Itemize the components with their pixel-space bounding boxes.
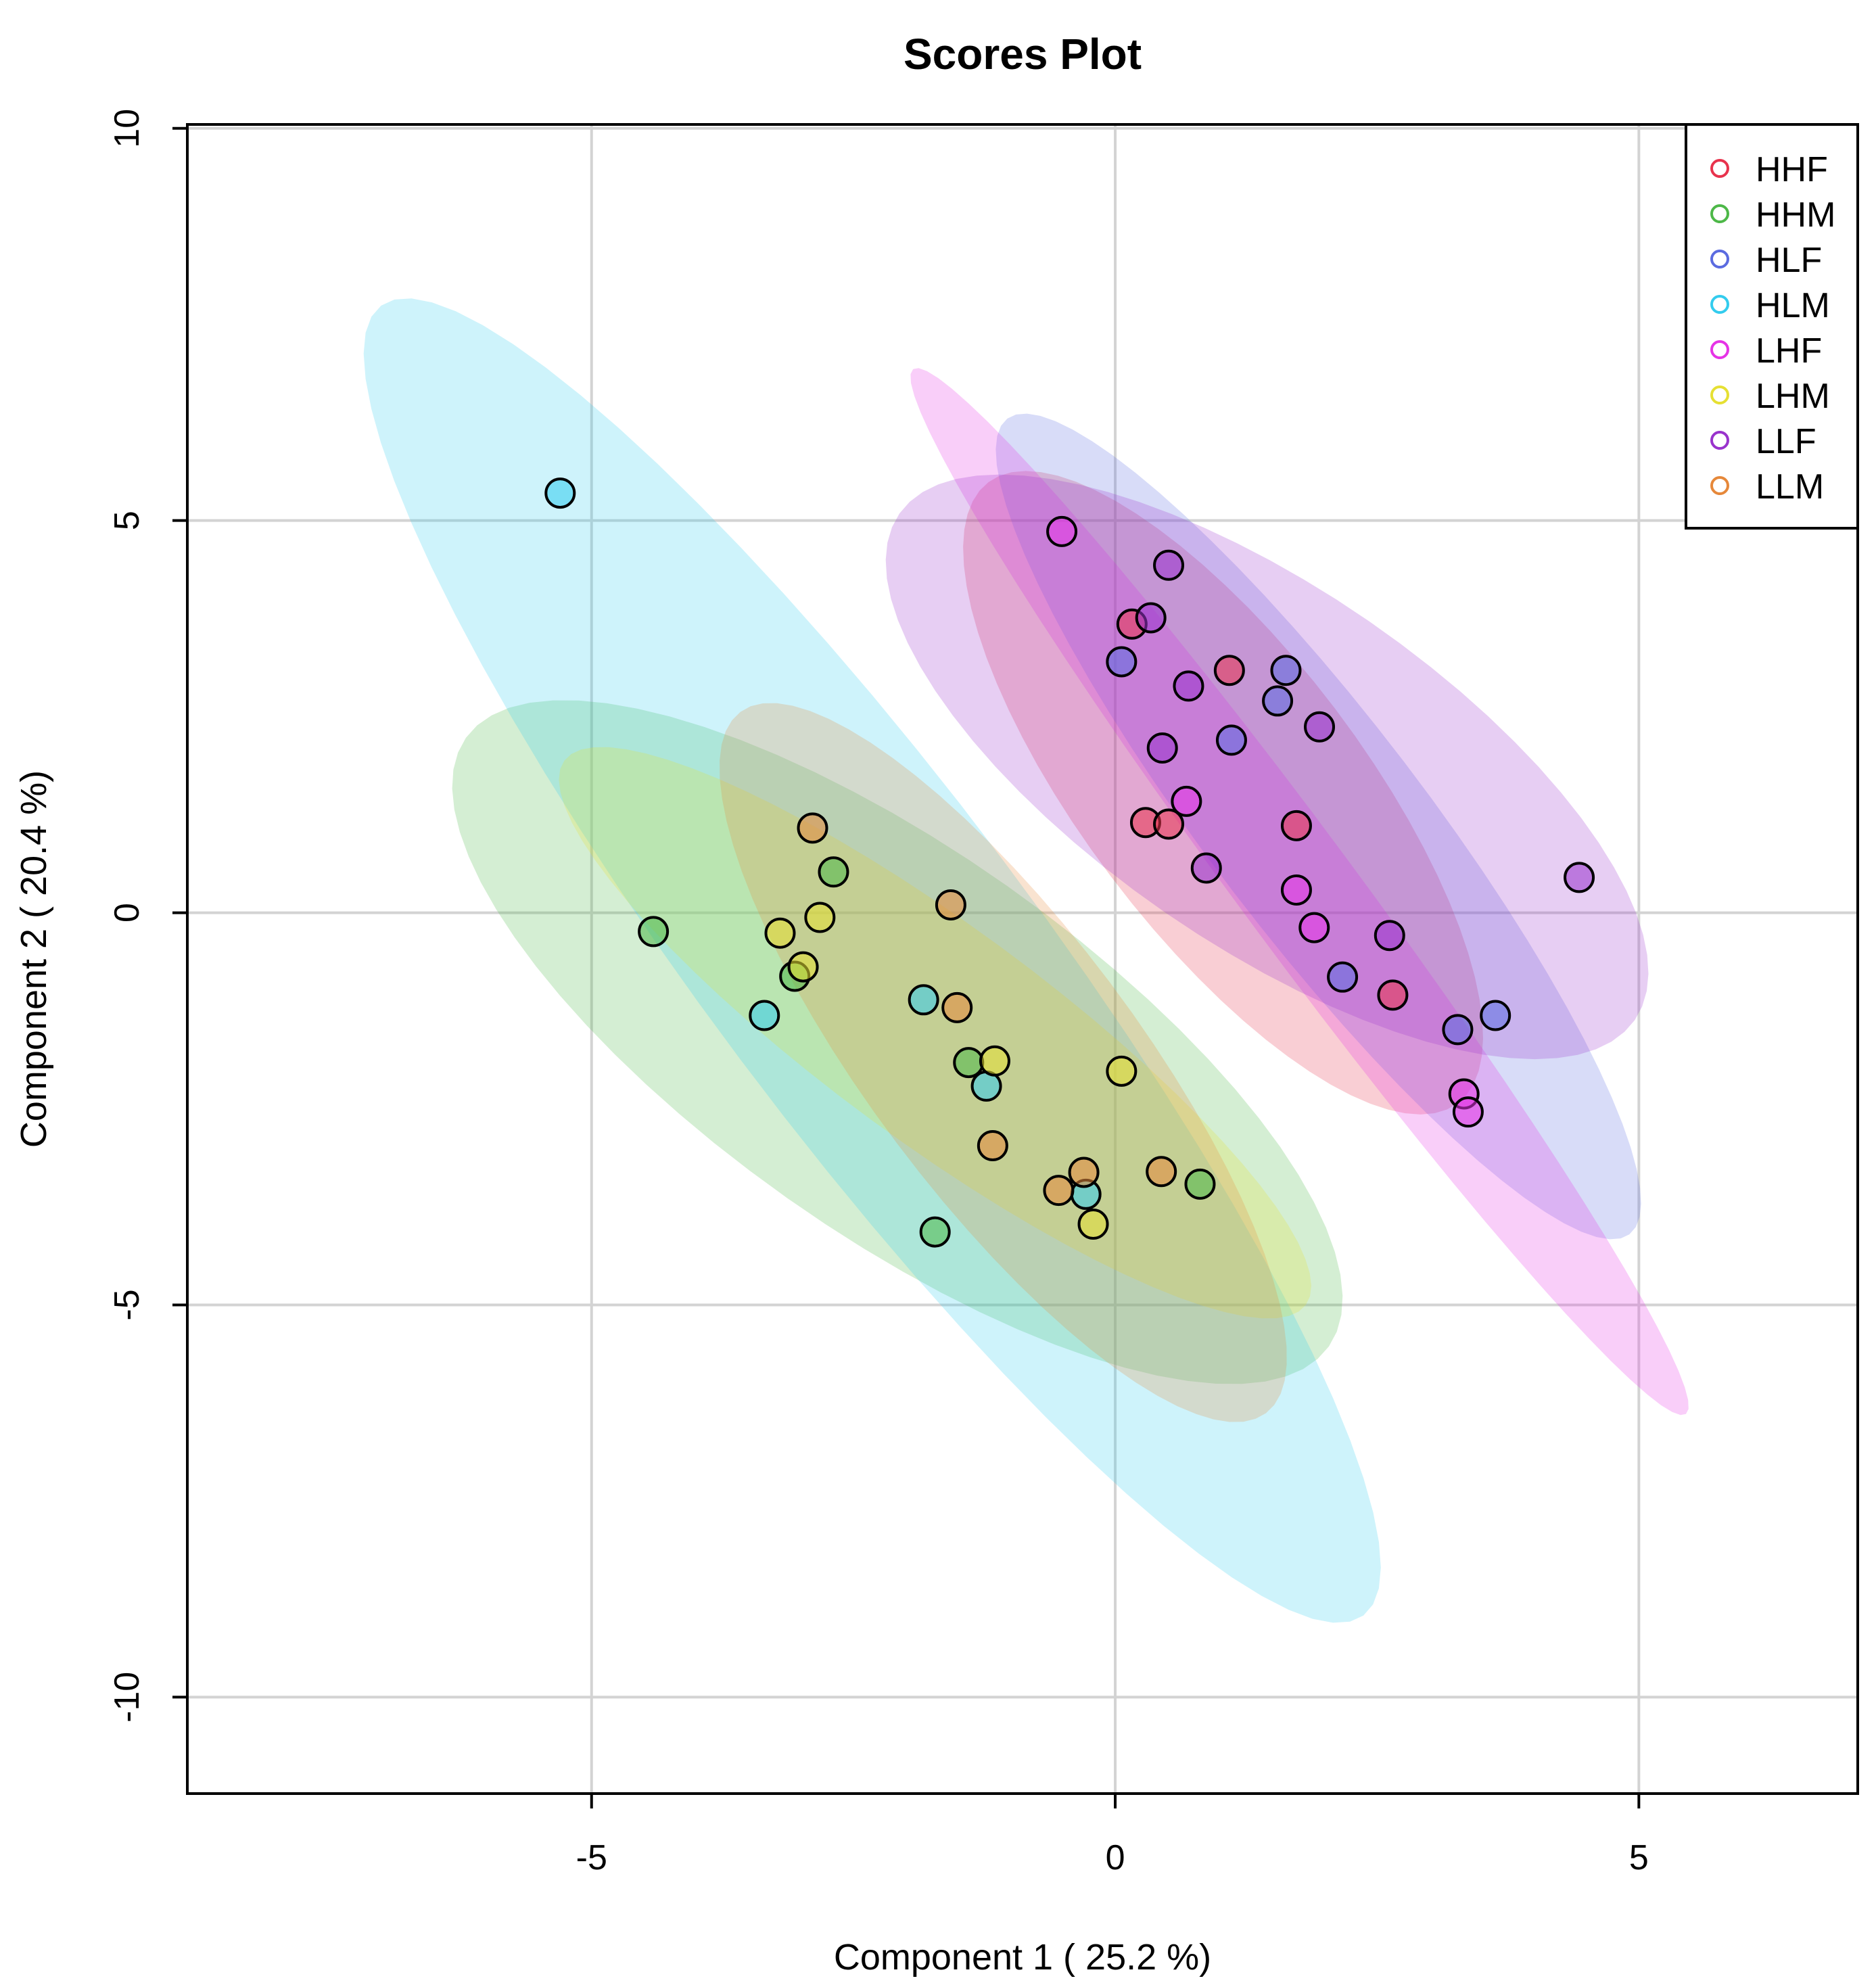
point-llm <box>935 889 966 920</box>
x-axis: -5 0 5 <box>576 1794 1649 1877</box>
point-llm <box>941 991 973 1023</box>
legend-marker-lhf <box>1710 340 1729 359</box>
y-tick-label: -5 <box>108 1289 147 1320</box>
legend-marker-llf <box>1710 431 1729 450</box>
point-llf <box>1564 862 1595 893</box>
y-axis: -10 -5 0 5 10 <box>108 109 187 1723</box>
grid-lines <box>187 124 1858 1794</box>
point-llf <box>1190 852 1222 884</box>
legend-marker-hlm <box>1710 295 1729 314</box>
legend-marker-lhm <box>1710 385 1729 404</box>
legend-marker-hhm <box>1710 204 1729 223</box>
legend-box <box>1685 123 1859 530</box>
point-llf <box>1173 670 1204 702</box>
point-llm <box>1146 1156 1177 1188</box>
chart-title: Scores Plot <box>904 30 1142 78</box>
x-axis-label: Component 1 ( 25.2 %) <box>834 1937 1211 1978</box>
y-tick-label: 10 <box>108 109 147 148</box>
legend-label-hlf: HLF <box>1756 241 1822 280</box>
point-llf <box>1304 711 1336 743</box>
point-lhf <box>1046 515 1078 547</box>
point-lhf <box>1298 912 1330 943</box>
point-hlf <box>1106 646 1138 678</box>
legend-marker-hlf <box>1710 250 1729 268</box>
legend-label-llm: LLM <box>1756 467 1824 507</box>
legend-label-llf: LLF <box>1756 422 1816 461</box>
point-lhf <box>1452 1096 1484 1128</box>
point-llm <box>977 1130 1008 1162</box>
point-hhf <box>1280 810 1312 841</box>
legend-label-hlm: HLM <box>1756 286 1830 325</box>
point-hlf <box>1327 961 1359 993</box>
point-hlf <box>1215 724 1247 756</box>
point-hhm <box>818 856 849 888</box>
point-lhm <box>804 902 836 933</box>
y-tick-label: 0 <box>108 903 147 922</box>
ellipse-llf <box>885 474 1649 1060</box>
point-lhm <box>787 951 819 983</box>
data-points <box>544 477 1595 1248</box>
point-llm <box>797 812 828 844</box>
legend-label-hhm: HHM <box>1756 195 1835 235</box>
point-hlf <box>1480 1000 1511 1031</box>
confidence-ellipses <box>363 298 1689 1623</box>
point-llf <box>1146 732 1178 764</box>
point-lhf <box>1171 785 1202 817</box>
y-tick-label: -10 <box>108 1672 147 1723</box>
x-tick-label: 0 <box>1106 1838 1125 1877</box>
point-llf <box>1374 920 1405 952</box>
point-hhm <box>1184 1168 1216 1200</box>
point-hhf <box>1213 655 1245 686</box>
legend: HHF HHM HLF HLM LHF LHM LLF LLM <box>1685 123 1859 530</box>
point-hhm <box>953 1047 985 1079</box>
point-lhm <box>764 917 796 949</box>
point-llm <box>1043 1175 1075 1207</box>
point-lhm <box>1106 1055 1138 1087</box>
y-axis-label: Component 2 ( 20.4 %) <box>14 770 54 1148</box>
legend-marker-llm <box>1710 476 1729 495</box>
ellipse-hhm <box>452 700 1343 1384</box>
legend-label-hhf: HHF <box>1756 150 1828 189</box>
ellipse-lhm <box>559 747 1311 1319</box>
point-llm <box>1068 1156 1100 1188</box>
point-hlf <box>1442 1014 1474 1046</box>
y-tick-label: 5 <box>108 511 147 530</box>
point-hlf <box>1270 655 1302 686</box>
point-hhm <box>638 916 670 948</box>
point-lhm <box>979 1045 1010 1077</box>
point-lhf <box>1280 874 1312 906</box>
point-hhf <box>1377 979 1409 1011</box>
point-hlm <box>749 1000 780 1031</box>
ellipse-hhf <box>963 471 1483 1115</box>
legend-label-lhm: LHM <box>1756 377 1830 416</box>
x-tick-label: -5 <box>576 1838 607 1877</box>
point-hhf <box>1153 808 1185 840</box>
point-hlf <box>1262 685 1294 717</box>
point-lhm <box>1077 1209 1109 1240</box>
point-llf <box>1153 549 1185 581</box>
point-llf <box>1135 602 1167 634</box>
point-hlm <box>908 984 939 1016</box>
legend-marker-hhf <box>1710 159 1729 178</box>
point-hhm <box>919 1216 951 1248</box>
point-hlm <box>544 477 576 509</box>
ellipse-hlm <box>363 298 1381 1623</box>
legend-label-lhf: LHF <box>1756 331 1822 371</box>
plot-frame <box>186 123 1859 1795</box>
x-tick-label: 5 <box>1629 1838 1649 1877</box>
